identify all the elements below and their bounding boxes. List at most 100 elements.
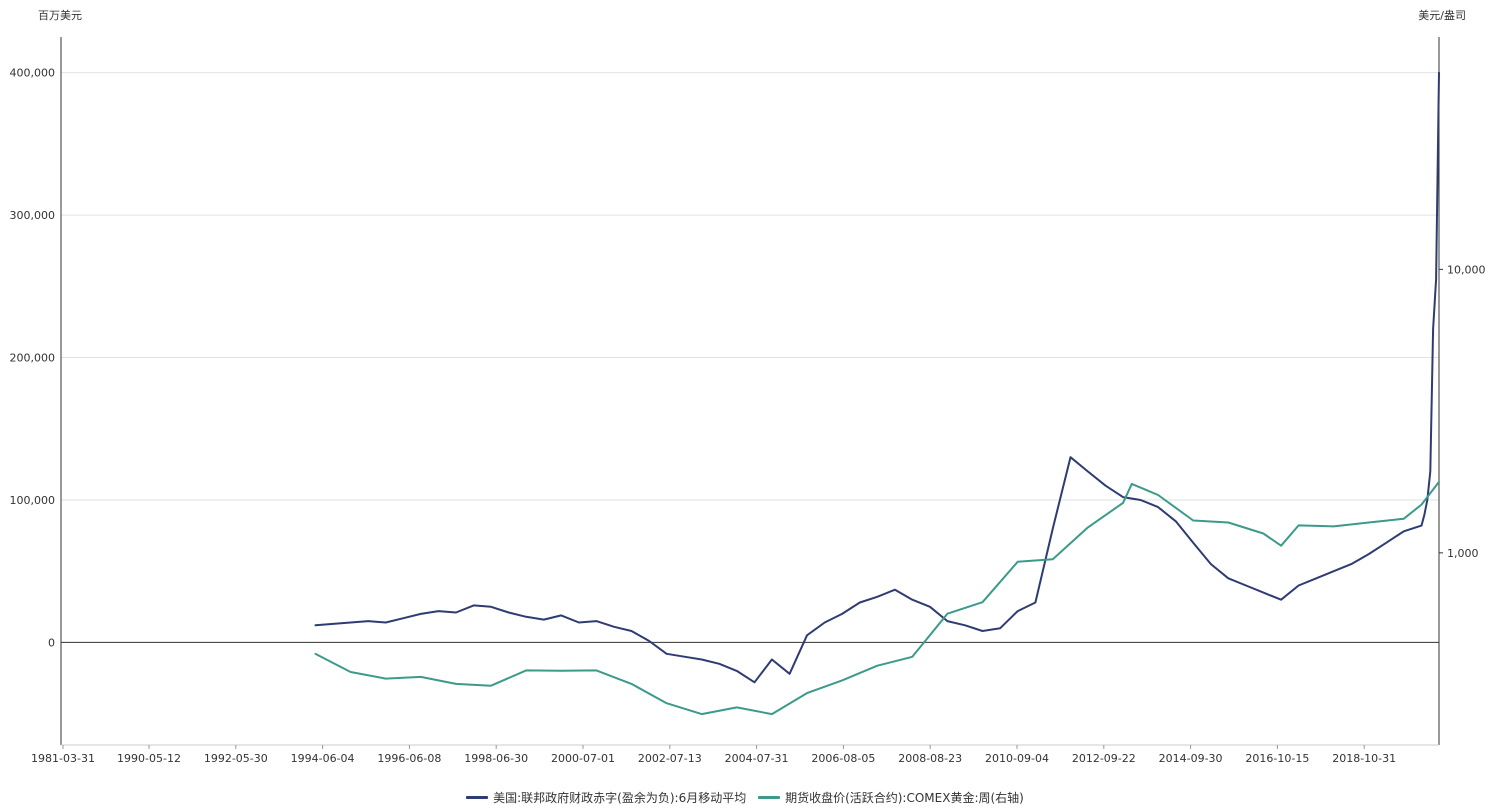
deficit-point — [1432, 328, 1434, 330]
x-tick-label: 1981-03-31 — [31, 752, 95, 765]
deficit-point — [630, 630, 632, 632]
deficit-point — [946, 620, 948, 622]
deficit-point — [402, 617, 404, 619]
deficit-point — [666, 653, 668, 655]
deficit-point — [613, 626, 615, 628]
series-line-deficit — [314, 71, 1440, 684]
deficit-point — [999, 627, 1001, 629]
deficit-point — [315, 624, 317, 626]
legend-item-gold[interactable]: 期货收盘价(活跃合约):COMEX黄金:周(右轴) — [758, 789, 1024, 806]
gold-point — [315, 653, 317, 655]
deficit-point — [648, 640, 650, 642]
gold-point — [736, 706, 738, 708]
legend-label-deficit: 美国:联邦政府财政赤字(盈余为负):6月移动平均 — [493, 791, 747, 805]
deficit-point — [1245, 584, 1247, 586]
deficit-point — [1227, 577, 1229, 579]
y-right-tick-label: 1,000 — [1447, 547, 1479, 560]
x-tick-label: 1996-06-08 — [377, 752, 441, 765]
x-tick-label: 2000-07-01 — [551, 752, 615, 765]
gold-point — [1403, 518, 1405, 520]
deficit-point — [1385, 542, 1387, 544]
legend-swatch-gold — [758, 796, 781, 799]
deficit-point — [929, 606, 931, 608]
legend-label-gold: 期货收盘价(活跃合约):COMEX黄金:周(右轴) — [785, 791, 1024, 805]
gold-point — [385, 678, 387, 680]
gold-point — [1227, 521, 1229, 523]
deficit-point — [911, 599, 913, 601]
deficit-point — [1122, 496, 1124, 498]
series-lines — [314, 71, 1440, 716]
gold-point — [1192, 520, 1194, 522]
deficit-point — [1315, 577, 1317, 579]
x-tick-label: 2006-08-05 — [811, 752, 875, 765]
gold-point — [490, 685, 492, 687]
x-tick-label: 2014-09-30 — [1159, 752, 1223, 765]
series-line-gold — [314, 480, 1440, 716]
deficit-point — [508, 612, 510, 614]
gold-point — [525, 669, 527, 671]
gold-point — [946, 613, 948, 615]
gold-point — [911, 656, 913, 658]
deficit-point — [876, 596, 878, 598]
gold-point — [1262, 533, 1264, 535]
gold-point — [1157, 494, 1159, 496]
y-left-axis-title: 百万美元 — [38, 9, 82, 22]
legend-swatch-deficit — [466, 796, 489, 799]
gold-point — [455, 683, 457, 685]
gold-point — [841, 679, 843, 681]
legend: 美国:联邦政府财政赤字(盈余为负):6月移动平均 期货收盘价(活跃合约):COM… — [0, 788, 1490, 806]
x-tick-label: 2010-09-04 — [985, 752, 1049, 765]
deficit-point — [701, 659, 703, 661]
deficit-point — [1034, 602, 1036, 604]
x-tick-label: 1990-05-12 — [117, 752, 181, 765]
deficit-point — [964, 624, 966, 626]
deficit-point — [1262, 592, 1264, 594]
deficit-point — [595, 620, 597, 622]
gold-point — [1017, 561, 1019, 563]
deficit-point — [578, 621, 580, 623]
gold-point — [630, 683, 632, 685]
deficit-point — [806, 634, 808, 636]
deficit-point — [789, 673, 791, 675]
deficit-point — [367, 620, 369, 622]
gold-point — [666, 702, 668, 704]
deficit-point — [1350, 563, 1352, 565]
gold-point — [1131, 483, 1133, 485]
deficit-point — [824, 621, 826, 623]
deficit-point — [1280, 599, 1282, 601]
y-right-axis-title: 美元/盎司 — [1418, 8, 1466, 22]
y-left-tick-label: 200,000 — [10, 352, 56, 365]
gold-point — [595, 669, 597, 671]
deficit-point — [1421, 525, 1423, 527]
deficit-point — [1429, 470, 1431, 472]
legend-item-deficit[interactable]: 美国:联邦政府财政赤字(盈余为负):6月移动平均 — [466, 789, 746, 806]
deficit-point — [754, 681, 756, 683]
gridlines — [61, 72, 1439, 501]
deficit-point — [1333, 570, 1335, 572]
deficit-point — [1423, 513, 1425, 515]
x-tick-label: 2004-07-31 — [725, 752, 789, 765]
x-tick-label: 1994-06-04 — [291, 752, 355, 765]
deficit-point — [1438, 72, 1440, 74]
gold-point — [1280, 545, 1282, 547]
x-tick-label: 2012-09-22 — [1072, 752, 1136, 765]
deficit-point — [894, 589, 896, 591]
deficit-point — [982, 630, 984, 632]
gold-point — [350, 671, 352, 673]
deficit-point — [1017, 610, 1019, 612]
deficit-point — [841, 613, 843, 615]
gold-point — [771, 713, 773, 715]
deficit-point — [525, 616, 527, 618]
x-tick-label: 1998-06-30 — [464, 752, 528, 765]
deficit-point — [1052, 527, 1054, 529]
gold-point — [1333, 525, 1335, 527]
y-right-tick-label: 10,000 — [1447, 263, 1486, 276]
x-tick-label: 2016-10-15 — [1245, 752, 1309, 765]
gold-point — [876, 665, 878, 667]
deficit-point — [420, 613, 422, 615]
y-left-tick-label: 300,000 — [10, 209, 56, 222]
deficit-point — [1140, 499, 1142, 501]
deficit-point — [1105, 485, 1107, 487]
deficit-point — [1175, 520, 1177, 522]
gold-point — [1368, 521, 1370, 523]
